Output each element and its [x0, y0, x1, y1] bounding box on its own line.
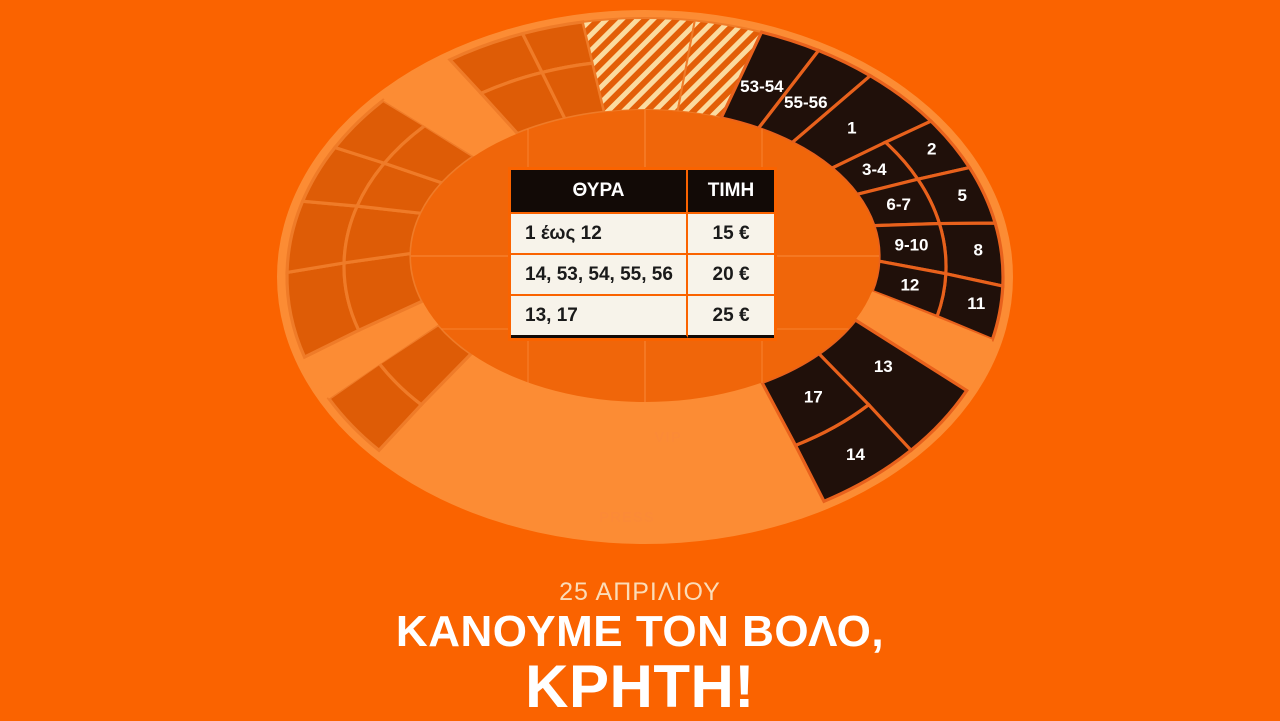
svg-text:9-10: 9-10	[894, 235, 928, 254]
svg-text:6-7: 6-7	[886, 195, 911, 214]
svg-text:14: 14	[846, 445, 865, 464]
svg-text:5: 5	[957, 186, 966, 205]
svg-text:3-4: 3-4	[862, 160, 887, 179]
svg-text:55-56: 55-56	[784, 93, 827, 112]
svg-text:11: 11	[967, 294, 985, 313]
svg-text:PRESS: PRESS	[599, 509, 655, 526]
svg-text:8: 8	[973, 241, 982, 260]
svg-text:13: 13	[874, 357, 893, 376]
svg-text:VIP: VIP	[654, 429, 681, 446]
svg-text:1: 1	[847, 119, 856, 138]
svg-text:2: 2	[927, 139, 936, 158]
svg-text:17: 17	[804, 388, 823, 407]
svg-text:12: 12	[900, 275, 919, 294]
svg-text:53-54: 53-54	[740, 77, 784, 96]
